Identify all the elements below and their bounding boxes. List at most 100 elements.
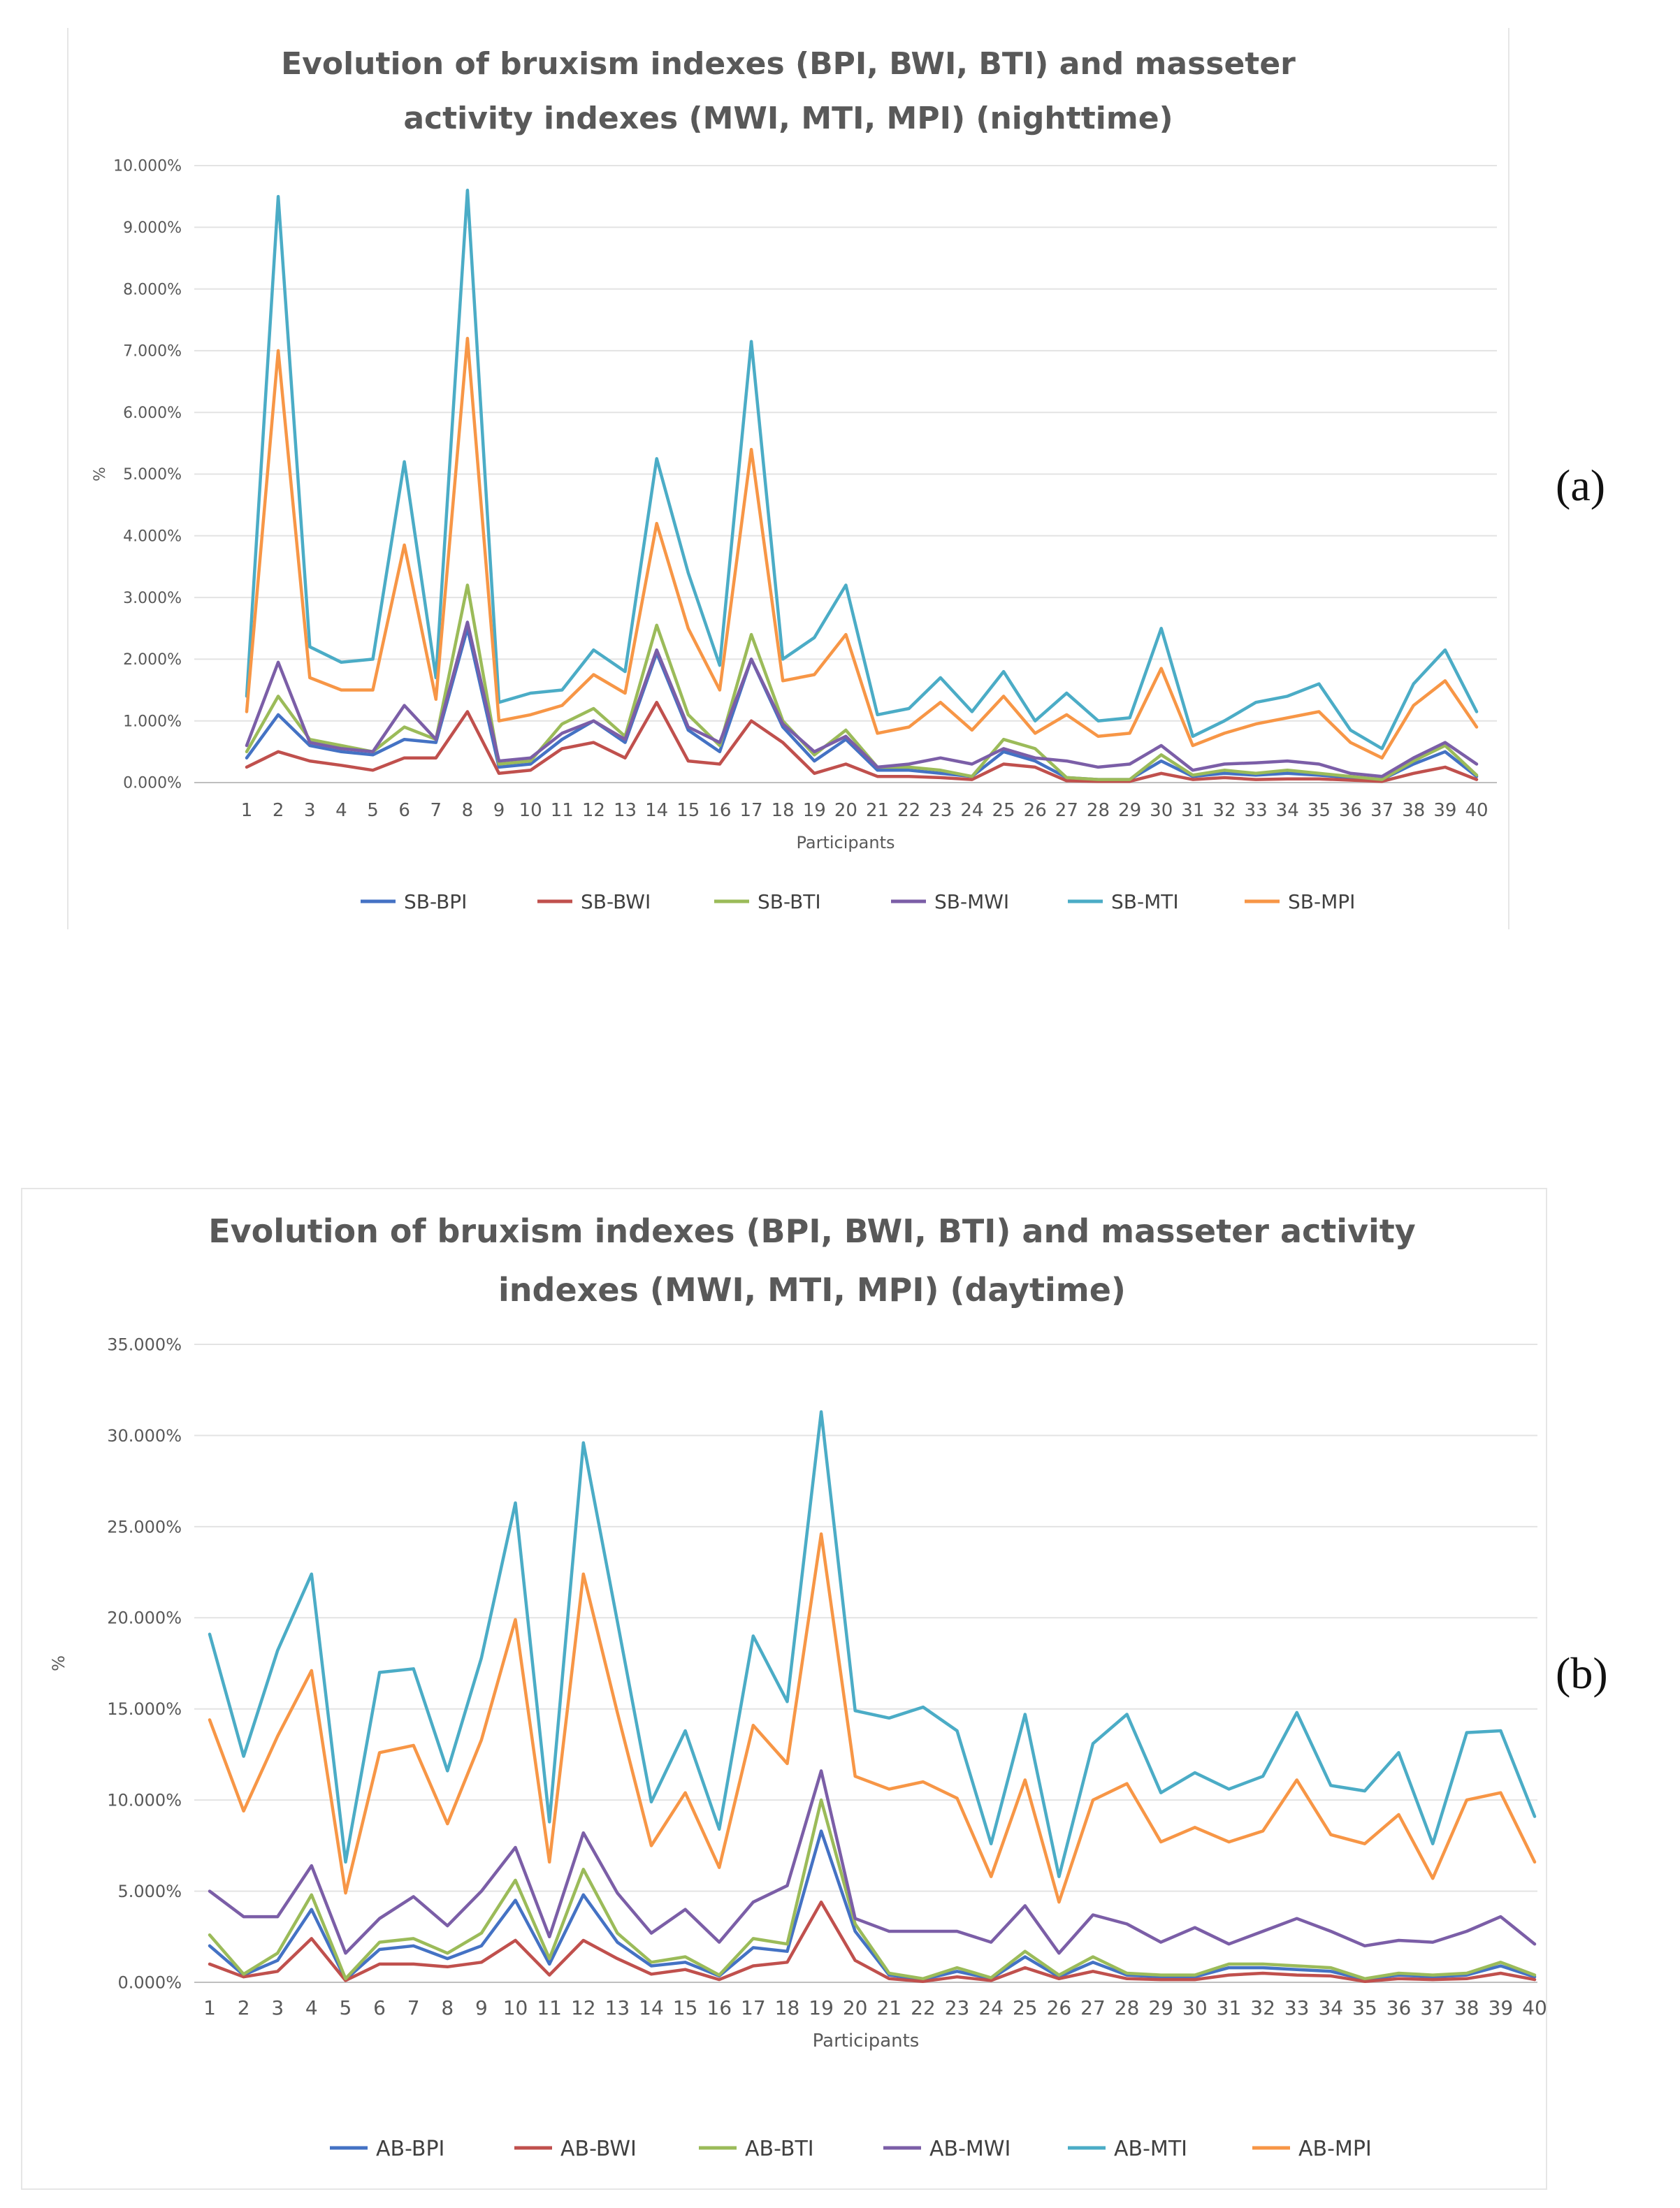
night-x-tick-label: 25 [992, 800, 1015, 821]
night-x-tick-label: 11 [551, 800, 574, 821]
legend-label-ab-bpi: AB-BPI [376, 2137, 444, 2161]
day-y-tick-label: 30.000% [107, 1426, 182, 1446]
night-x-tick-label: 15 [676, 800, 700, 821]
day-x-tick-label: 21 [876, 1996, 901, 2019]
day-x-tick-label: 24 [978, 1996, 1004, 2019]
night-y-axis-label: % [92, 467, 109, 481]
night-y-tick-label: 8.000% [123, 281, 182, 298]
panel-label-b: (b) [1556, 1648, 1608, 1698]
night-x-tick-label: 35 [1308, 800, 1331, 821]
day-x-tick-label: 12 [571, 1996, 596, 2019]
night-x-tick-label: 17 [740, 800, 763, 821]
day-y-tick-label: 0.000% [117, 1973, 182, 1992]
night-x-tick-label: 19 [803, 800, 826, 821]
night-x-tick-label: 34 [1276, 800, 1299, 821]
day-x-tick-label: 19 [809, 1996, 834, 2019]
night-y-tick-label: 0.000% [123, 775, 182, 792]
day-x-tick-label: 16 [707, 1996, 732, 2019]
legend-label-ab-mpi: AB-MPI [1298, 2137, 1372, 2161]
legend-label-sb-mpi: SB-MPI [1288, 890, 1355, 913]
day-x-tick-label: 10 [503, 1996, 528, 2019]
night-y-tick-label: 3.000% [123, 590, 182, 607]
day-x-tick-label: 28 [1115, 1996, 1140, 2019]
series-line-sb-mpi [245, 336, 1479, 760]
night-x-tick-label: 37 [1370, 800, 1393, 821]
day-x-tick-label: 29 [1148, 1996, 1173, 2019]
night-x-tick-label: 13 [614, 800, 637, 821]
night-x-tick-label: 38 [1402, 800, 1425, 821]
day-x-tick-label: 4 [305, 1996, 318, 2019]
day-x-tick-label: 26 [1047, 1996, 1072, 2019]
chart-panel-daytime: Evolution of bruxism indexes (BPI, BWI, … [21, 1188, 1547, 2190]
night-x-tick-label: 31 [1181, 800, 1204, 821]
day-x-tick-label: 2 [238, 1996, 250, 2019]
day-x-axis-label: Participants [813, 2031, 920, 2051]
day-chart-title-line-2: indexes (MWI, MTI, MPI) (daytime) [498, 1271, 1126, 1309]
night-x-tick-label: 29 [1118, 800, 1141, 821]
legend-label-ab-bwi: AB-BWI [560, 2137, 637, 2161]
panel-label-a: (a) [1556, 460, 1606, 510]
day-x-tick-label: 9 [475, 1996, 488, 2019]
night-x-tick-label: 22 [897, 800, 920, 821]
day-x-tick-label: 27 [1080, 1996, 1106, 2019]
day-x-tick-label: 5 [340, 1996, 352, 2019]
night-x-tick-label: 27 [1055, 800, 1078, 821]
night-x-tick-label: 3 [304, 800, 316, 821]
night-x-tick-label: 39 [1433, 800, 1456, 821]
night-x-tick-label: 4 [335, 800, 347, 821]
night-x-tick-label: 33 [1245, 800, 1268, 821]
night-x-tick-label: 36 [1339, 800, 1362, 821]
day-x-tick-label: 35 [1352, 1996, 1377, 2019]
day-x-tick-label: 39 [1489, 1996, 1514, 2019]
night-x-tick-label: 28 [1087, 800, 1110, 821]
legend-label-ab-bti: AB-BTI [745, 2137, 814, 2161]
night-x-tick-label: 18 [772, 800, 795, 821]
night-x-tick-label: 9 [493, 800, 505, 821]
day-x-tick-label: 22 [911, 1996, 936, 2019]
series-line-ab-bpi [208, 1829, 1537, 1982]
legend-label-sb-bti: SB-BTI [758, 890, 821, 913]
legend-label-sb-mwi: SB-MWI [934, 890, 1009, 913]
day-x-tick-label: 15 [673, 1996, 698, 2019]
night-x-tick-label: 32 [1212, 800, 1236, 821]
day-x-tick-label: 13 [605, 1996, 630, 2019]
day-y-tick-label: 35.000% [107, 1335, 182, 1354]
night-x-tick-label: 1 [241, 800, 253, 821]
day-x-tick-label: 8 [441, 1996, 454, 2019]
day-x-tick-label: 17 [741, 1996, 766, 2019]
day-x-tick-label: 38 [1454, 1996, 1479, 2019]
day-x-tick-label: 31 [1217, 1996, 1242, 2019]
legend-label-ab-mti: AB-MTI [1114, 2137, 1187, 2161]
day-y-tick-label: 25.000% [107, 1517, 182, 1537]
night-y-tick-label: 5.000% [123, 466, 182, 484]
day-x-tick-label: 37 [1420, 1996, 1445, 2019]
night-y-tick-label: 4.000% [123, 528, 182, 546]
night-x-tick-label: 24 [960, 800, 983, 821]
legend-label-sb-bwi: SB-BWI [581, 890, 651, 913]
day-x-tick-label: 32 [1250, 1996, 1275, 2019]
legend-label-sb-mti: SB-MTI [1111, 890, 1179, 913]
night-y-tick-label: 9.000% [123, 219, 182, 237]
day-x-tick-label: 6 [373, 1996, 386, 2019]
series-line-ab-bwi [208, 1900, 1537, 1983]
day-x-tick-label: 14 [639, 1996, 664, 2019]
night-x-tick-label: 30 [1150, 800, 1173, 821]
day-x-tick-label: 20 [843, 1996, 868, 2019]
night-chart-title-line-2: activity indexes (MWI, MTI, MPI) (nightt… [403, 101, 1173, 136]
series-line-sb-bwi [245, 700, 1479, 783]
day-x-tick-label: 34 [1318, 1996, 1343, 2019]
day-x-tick-label: 33 [1284, 1996, 1310, 2019]
series-line-sb-mti [245, 189, 1479, 750]
day-x-tick-label: 25 [1013, 1996, 1038, 2019]
legend-label-sb-bpi: SB-BPI [404, 890, 467, 913]
night-x-tick-label: 7 [430, 800, 442, 821]
night-x-tick-label: 40 [1465, 800, 1488, 821]
day-x-tick-label: 40 [1522, 1996, 1546, 2019]
night-y-tick-label: 2.000% [123, 651, 182, 669]
series-line-ab-mwi [208, 1769, 1537, 1955]
day-x-tick-label: 18 [775, 1996, 800, 2019]
night-x-tick-label: 2 [273, 800, 284, 821]
night-y-tick-label: 7.000% [123, 343, 182, 361]
chart-nighttime: Evolution of bruxism indexes (BPI, BWI, … [92, 46, 1497, 913]
series-line-ab-mpi [208, 1532, 1537, 1904]
